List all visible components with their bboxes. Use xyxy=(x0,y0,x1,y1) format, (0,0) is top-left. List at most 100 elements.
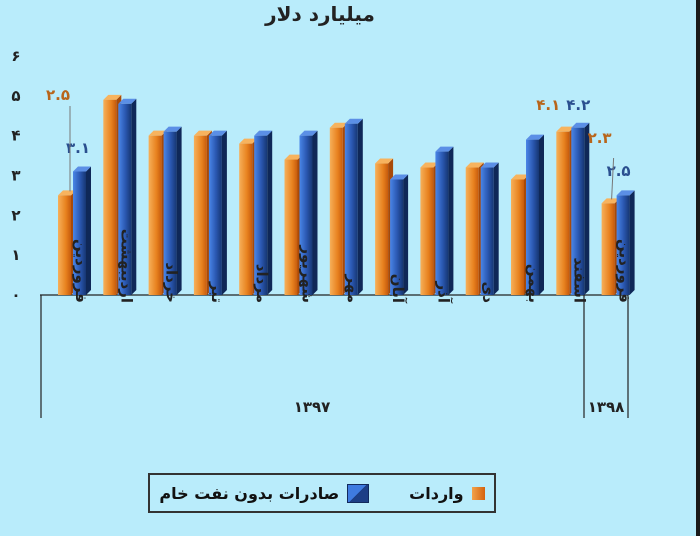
legend: صادرات بدون نفت خام واردات xyxy=(148,473,496,513)
bar-imports-top xyxy=(103,94,122,100)
bar-imports-top xyxy=(58,190,76,196)
bar-imports-top xyxy=(375,158,394,164)
bar-imports xyxy=(103,99,117,295)
bar-imports xyxy=(601,203,615,295)
bar-imports-top xyxy=(193,130,212,136)
bar-exports xyxy=(254,135,268,295)
y-tick-label: ۳ xyxy=(11,167,20,185)
bar-imports xyxy=(58,195,71,295)
bar-exports-side xyxy=(629,190,635,295)
x-tick-label: تیر xyxy=(208,281,226,303)
bar-exports-top xyxy=(616,190,635,196)
bar-exports-top xyxy=(208,130,227,136)
data-label: ۴.۱ xyxy=(536,96,560,114)
x-tick-label: بهمن xyxy=(525,264,543,303)
bar-imports xyxy=(329,127,343,295)
bar-imports xyxy=(511,179,524,295)
bar-imports xyxy=(239,143,253,295)
bar-exports-side xyxy=(448,146,454,295)
bar-imports-top xyxy=(465,162,484,168)
bar-chart: ۰ ۱ ۲ ۳ ۴ ۵ ۶ فروردین اردیبهشت خرداد تیر مرداد شهری… xyxy=(11,47,635,418)
bar-exports-top xyxy=(435,146,454,152)
bar-exports-side xyxy=(312,130,318,295)
x-tick-label: دی xyxy=(480,282,498,304)
data-label: ۳.۱ xyxy=(66,139,90,157)
bar-exports-top xyxy=(390,174,409,180)
bar-imports-top xyxy=(239,138,258,144)
bar-exports-side xyxy=(584,122,590,295)
bar-exports-side xyxy=(86,166,91,295)
bar-exports xyxy=(390,179,404,295)
bar-exports-side xyxy=(539,134,544,295)
y-tick-label: ۴ xyxy=(11,127,20,145)
x-tick-label: خرداد xyxy=(163,262,181,303)
bar-imports-top xyxy=(511,174,529,180)
bar-exports xyxy=(526,139,539,295)
y-tick-label: ۵ xyxy=(11,87,20,105)
legend-label-exports: صادرات بدون نفت خام xyxy=(159,483,340,503)
data-label: ۲.۵ xyxy=(607,162,631,180)
bar-imports xyxy=(465,167,479,295)
bar-exports-top xyxy=(254,130,273,136)
group-label: ۱۳۹۸ xyxy=(588,398,625,416)
bar-imports-top xyxy=(601,198,620,204)
x-tick-label: شهریور xyxy=(299,244,317,303)
bar-exports xyxy=(208,135,222,295)
bar-exports xyxy=(435,151,449,295)
x-tick-label: فروردین xyxy=(616,239,634,303)
bar-exports xyxy=(118,103,132,295)
bar-exports-side xyxy=(267,130,273,295)
bar-exports-top xyxy=(344,118,363,124)
data-label: ۲.۳ xyxy=(588,129,612,147)
legend-item-imports: واردات xyxy=(409,483,485,503)
x-tick-label: آبان xyxy=(389,274,407,304)
bar-exports-side xyxy=(357,118,363,295)
bar-exports-top xyxy=(73,166,91,172)
bar-exports-side xyxy=(176,126,182,295)
bar-exports-side xyxy=(221,130,227,295)
bar-imports-top xyxy=(284,154,303,160)
y-tick-label: ۲ xyxy=(11,206,20,224)
bar-exports-top xyxy=(118,98,137,104)
x-tick-label: آذر xyxy=(434,281,452,304)
data-label: ۴.۲ xyxy=(566,96,590,114)
x-tick-label: مرداد xyxy=(253,264,271,303)
x-tick-label: اردیبهشت xyxy=(117,229,135,303)
y-tick-label: ۱ xyxy=(11,246,20,264)
bar-exports xyxy=(163,131,177,295)
y-tick-label: ۶ xyxy=(11,47,20,65)
bar-exports-top xyxy=(526,134,544,140)
bar-exports-top xyxy=(299,130,318,136)
bar-exports-top xyxy=(571,122,590,128)
x-tick-label: فروردین xyxy=(72,239,90,303)
data-label-leader xyxy=(611,157,615,200)
bar-imports-top xyxy=(556,126,575,132)
bar-imports xyxy=(148,135,162,295)
bar-exports-side xyxy=(493,162,499,295)
bar-exports xyxy=(73,171,86,295)
bar-exports xyxy=(299,135,313,295)
bar-exports-top xyxy=(163,126,182,132)
bar-exports-top xyxy=(480,162,499,168)
bar-imports-top xyxy=(148,130,167,136)
y-tick-label: ۰ xyxy=(11,286,20,304)
data-label: ۲.۵ xyxy=(46,86,70,104)
bar-exports xyxy=(344,123,358,295)
bar-imports xyxy=(193,135,207,295)
bar-imports xyxy=(556,131,570,295)
bar-exports xyxy=(616,195,630,295)
x-tick-label: اسفند xyxy=(570,258,588,303)
legend-label-imports: واردات xyxy=(409,483,464,503)
bar-imports xyxy=(284,159,298,295)
bar-exports-side xyxy=(403,174,409,295)
legend-swatch-imports xyxy=(471,486,485,500)
bar-exports xyxy=(571,127,585,295)
bar-exports xyxy=(480,167,494,295)
chart-title: میلیارد دلار xyxy=(265,2,375,26)
bar-imports-top xyxy=(420,162,439,168)
group-label: ۱۳۹۷ xyxy=(294,398,331,416)
bar-exports-side xyxy=(131,98,137,295)
legend-item-exports: صادرات بدون نفت خام xyxy=(159,483,370,503)
bar-imports xyxy=(375,163,389,295)
x-tick-label: مهر xyxy=(344,273,362,303)
